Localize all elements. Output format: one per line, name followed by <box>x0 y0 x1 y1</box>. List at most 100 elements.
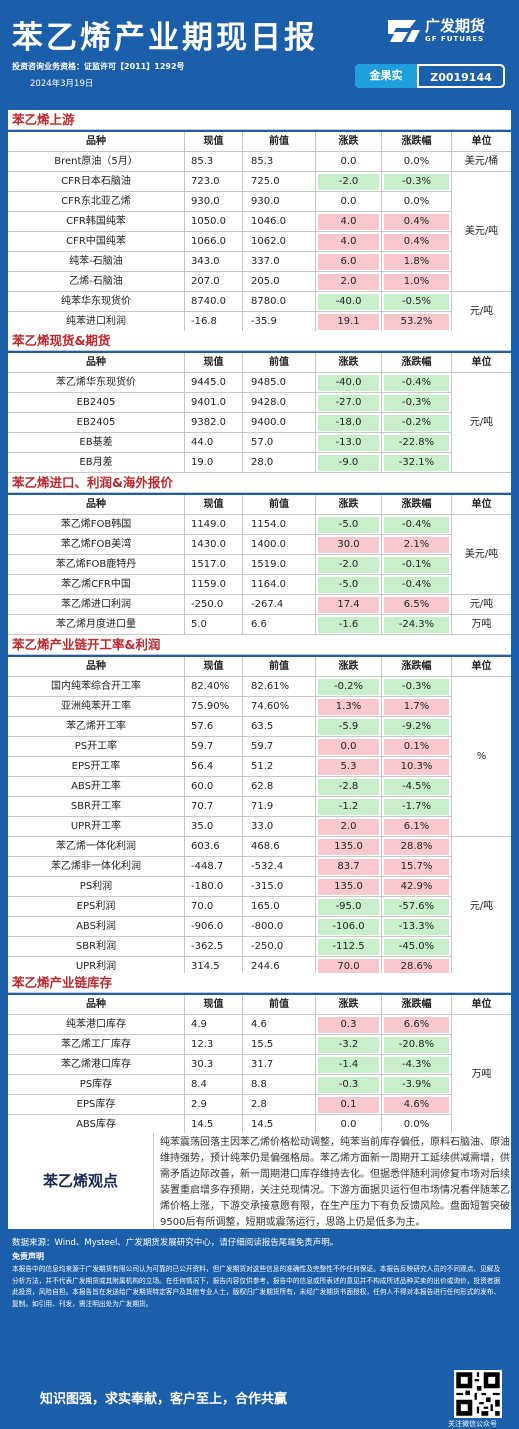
change-pct-value: 0.0% <box>403 196 430 207</box>
item-name: PS库存 <box>8 1075 185 1095</box>
current-value: -906.0 <box>185 917 243 937</box>
item-name: 亚洲纯苯开工率 <box>8 697 185 717</box>
change-cell: -18.0 <box>316 413 382 433</box>
item-name: PS利润 <box>8 877 185 897</box>
previous-value: 8780.0 <box>243 292 316 312</box>
column-header: 单位 <box>452 495 511 515</box>
disclaimer-title: 免责声明 <box>12 1252 44 1261</box>
change-pct-cell: 6.5% <box>382 595 452 615</box>
slogan: 知识图强，求实奉献，客户至上，合作共赢 <box>40 1392 288 1407</box>
previous-value: 1164.0 <box>243 575 316 595</box>
table-row: EB2405 9401.0 9428.0 -27.0 -0.3% <box>8 393 511 413</box>
gf-logo-icon <box>388 20 420 42</box>
item-name: 苯乙烯FOB韩国 <box>8 515 185 535</box>
change-pct-cell: 0.0% <box>382 1115 452 1135</box>
change-pct-cell: 28.8% <box>382 837 452 857</box>
table-row: 国内纯苯综合开工率 82.40% 82.61% -0.2% -0.3% <box>8 677 511 697</box>
table-row: 纯苯进口利润 -16.8 -35.9 19.1 53.2% <box>8 312 511 332</box>
table-row: SBR利润 -362.5 -250.0 -112.5 -45.0% <box>8 937 511 957</box>
change-pct-value: 0.1% <box>384 739 449 755</box>
previous-value: 2.8 <box>243 1095 316 1115</box>
change-value: -40.0 <box>318 375 379 391</box>
logo-text: 广发期货 <box>425 17 486 35</box>
change-pct-cell: -0.4% <box>382 515 452 535</box>
change-value: -2.0 <box>318 557 379 573</box>
item-name: ABS库存 <box>8 1115 185 1135</box>
section-title: 苯乙烯进口、利润&海外报价 <box>8 473 511 493</box>
unit-cell: 美元/桶 <box>452 152 511 172</box>
item-name: 纯苯港口库存 <box>8 1015 185 1035</box>
item-name: 苯乙烯开工率 <box>8 717 185 737</box>
change-value: -106.0 <box>318 919 379 935</box>
change-cell: -9.0 <box>316 453 382 473</box>
current-value: 723.0 <box>185 172 243 192</box>
current-value: 1159.0 <box>185 575 243 595</box>
disclaimer-text: 本报告中的信息均来源于广发期货有限公司认为可靠的已公开资料，但广发期货对这些信息… <box>12 1265 501 1308</box>
change-cell: -2.0 <box>316 555 382 575</box>
change-cell: 0.0 <box>316 737 382 757</box>
change-pct-value: -9.2% <box>384 719 449 735</box>
table-row: UPR开工率 35.0 33.0 2.0 6.1% <box>8 817 511 837</box>
current-value: -250.0 <box>185 595 243 615</box>
item-name: 国内纯苯综合开工率 <box>8 677 185 697</box>
column-header: 品种 <box>8 353 185 373</box>
current-value: 30.3 <box>185 1055 243 1075</box>
change-cell: 0.3 <box>316 1015 382 1035</box>
change-pct-cell: 1.7% <box>382 697 452 717</box>
column-header: 单位 <box>452 657 511 677</box>
report-footer: 数据来源：Wind、Mysteel、广发期货发展研究中心，请仔细阅读报告尾端免责… <box>0 1231 519 1429</box>
change-value: 0.0 <box>340 1119 357 1130</box>
table-row: CFR韩国纯苯 1050.0 1046.0 4.0 0.4% <box>8 212 511 232</box>
change-value: 0.0 <box>340 196 357 207</box>
table-row: ABS开工率 60.0 62.8 -2.8 -4.5% <box>8 777 511 797</box>
change-pct-cell: -32.1% <box>382 453 452 473</box>
column-header: 涨跌幅 <box>382 353 452 373</box>
current-value: 59.7 <box>185 737 243 757</box>
change-value: -9.0 <box>318 455 379 471</box>
change-pct-value: 42.9% <box>384 879 449 895</box>
change-pct-cell: -0.2% <box>382 413 452 433</box>
report-header: 苯乙烯产业期现日报 广发期货 GF FUTURES 投资咨询业务资格：证监许可【… <box>0 0 519 99</box>
change-cell: 0.1 <box>316 1095 382 1115</box>
change-pct-value: -0.4% <box>384 375 449 391</box>
column-header: 品种 <box>8 495 185 515</box>
column-header: 涨跌幅 <box>382 995 452 1015</box>
previous-value: 725.0 <box>243 172 316 192</box>
current-value: 9401.0 <box>185 393 243 413</box>
previous-value: 85.3 <box>243 152 316 172</box>
item-name: EB2405 <box>8 413 185 433</box>
change-value: -1.6 <box>318 617 379 633</box>
change-cell: -40.0 <box>316 373 382 393</box>
change-pct-cell: 53.2% <box>382 312 452 332</box>
change-cell: 2.0 <box>316 272 382 292</box>
item-name: 苯乙烯CFR中国 <box>8 575 185 595</box>
current-value: 57.6 <box>185 717 243 737</box>
change-cell: 2.0 <box>316 817 382 837</box>
change-value: -27.0 <box>318 395 379 411</box>
change-cell: 6.0 <box>316 252 382 272</box>
change-pct-cell: 6.6% <box>382 1015 452 1035</box>
item-name: ABS开工率 <box>8 777 185 797</box>
current-value: 8740.0 <box>185 292 243 312</box>
item-name: PS开工率 <box>8 737 185 757</box>
change-value: 0.3 <box>318 1017 379 1033</box>
current-value: -16.8 <box>185 312 243 332</box>
table-row: 苯乙烯工厂库存 12.3 15.5 -3.2 -20.8% <box>8 1035 511 1055</box>
column-header: 涨跌幅 <box>382 132 452 152</box>
change-pct-cell: 0.1% <box>382 737 452 757</box>
column-header: 前值 <box>243 995 316 1015</box>
change-pct-value: -0.1% <box>384 557 449 573</box>
table-row: EPS库存 2.9 2.8 0.1 4.6% <box>8 1095 511 1115</box>
change-cell: -1.2 <box>316 797 382 817</box>
change-value: 4.0 <box>318 214 379 230</box>
column-header: 前值 <box>243 495 316 515</box>
current-value: 19.0 <box>185 453 243 473</box>
item-name: 纯苯华东现货价 <box>8 292 185 312</box>
item-name: EPS开工率 <box>8 757 185 777</box>
change-value: 5.3 <box>318 759 379 775</box>
change-pct-value: 0.0% <box>403 156 430 167</box>
current-value: -448.7 <box>185 857 243 877</box>
change-pct-value: 28.6% <box>384 959 449 975</box>
previous-value: 57.0 <box>243 433 316 453</box>
change-value: 0.0 <box>340 156 357 167</box>
